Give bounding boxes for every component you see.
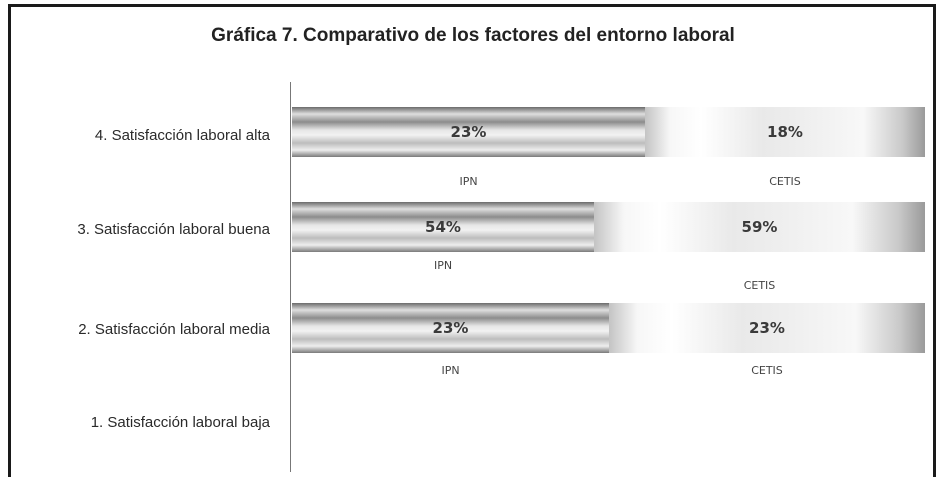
category-label-media: 2. Satisfacción laboral media [78, 321, 270, 338]
category-label-alta: 4. Satisfacción laboral alta [94, 127, 270, 144]
series-label-cetis-2: CETIS [743, 279, 776, 292]
bar-cetis-1: 18% [645, 107, 925, 157]
bar-ipn-2: 54% [292, 202, 594, 252]
series-label-ipn-3: IPN [441, 364, 460, 377]
bar-value-label-cetis-1: 18% [767, 123, 803, 141]
category-label-buena: 3. Satisfacción laboral buena [77, 221, 270, 238]
bar-value-label-ipn-3: 23% [432, 319, 469, 337]
series-label-ipn-2: IPN [433, 259, 453, 272]
bar-ipn-1: 23% [292, 107, 645, 157]
chart-frame [8, 4, 936, 477]
bar-cetis-2: 59% [594, 202, 925, 252]
bar-ipn-3: 23% [292, 303, 609, 353]
bar-value-label-cetis-3: 23% [749, 319, 785, 337]
series-label-ipn-1: IPN [459, 175, 478, 188]
category-label-baja: 1. Satisfacción laboral baja [90, 414, 270, 431]
bar-value-label-cetis-2: 59% [741, 218, 778, 236]
series-label-cetis-1: CETIS [769, 175, 801, 188]
category-axis-line [290, 82, 291, 472]
bar-value-label-ipn-1: 23% [450, 123, 487, 141]
bar-cetis-3: 23% [609, 303, 925, 353]
chart-title: Gráfica 7. Comparativo de los factores d… [211, 25, 735, 46]
series-label-cetis-3: CETIS [751, 364, 783, 377]
bar-value-label-ipn-2: 54% [425, 218, 461, 236]
